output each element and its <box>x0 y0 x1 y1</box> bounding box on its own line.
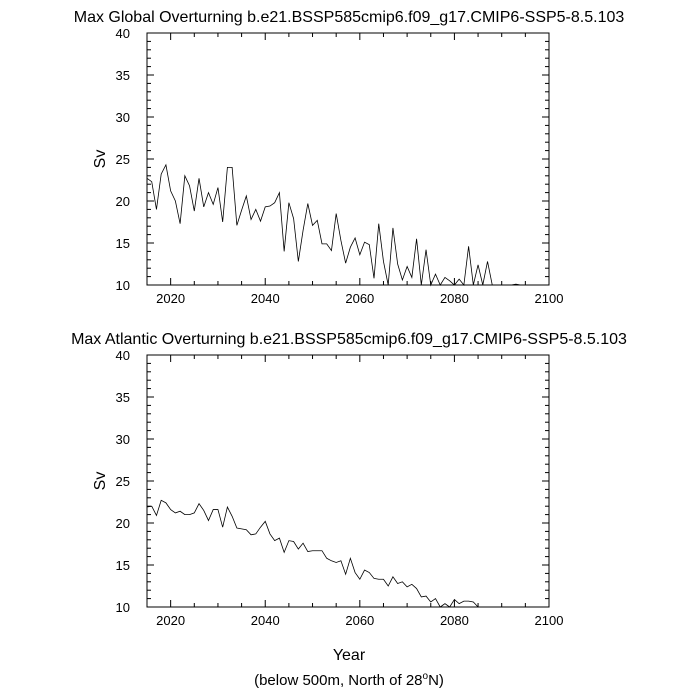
atlantic-x-tick-label: 2040 <box>251 613 280 628</box>
global-x-tick-label: 2060 <box>345 291 374 306</box>
global-tick-labels: 2020 2040 2060 2080 2100 10 15 20 25 30 35 40 <box>116 26 564 306</box>
atlantic-x-tick-label: 2100 <box>535 613 564 628</box>
atlantic-y-tick-label: 40 <box>116 348 130 363</box>
global-axis-ticks <box>146 32 550 286</box>
atlantic-y-tick-label: 35 <box>116 390 130 405</box>
global-y-tick-label: 40 <box>116 26 130 41</box>
global-y-tick-label: 25 <box>116 152 130 167</box>
global-y-tick-label: 15 <box>116 236 130 251</box>
footnote-degree: o <box>423 671 429 682</box>
atlantic-y-tick-label: 10 <box>116 600 130 615</box>
atlantic-chart-title: Max Atlantic Overturning b.e21.BSSP585cm… <box>71 331 627 348</box>
atlantic-x-tick-label: 2080 <box>440 613 469 628</box>
global-x-tick-label: 2100 <box>535 291 564 306</box>
atlantic-y-tick-label: 30 <box>116 432 130 447</box>
global-y-tick-label: 35 <box>116 68 130 83</box>
atlantic-x-axis-label: Year <box>333 647 366 664</box>
global-overturning-panel: Max Global Overturning b.e21.BSSP585cmip… <box>74 9 625 306</box>
atlantic-y-tick-label: 15 <box>116 558 130 573</box>
global-x-tick-label: 2040 <box>251 291 280 306</box>
global-chart-title: Max Global Overturning b.e21.BSSP585cmip… <box>74 9 625 26</box>
atlantic-axis-ticks <box>146 354 550 608</box>
atlantic-y-tick-label: 20 <box>116 516 130 531</box>
global-y-tick-label: 20 <box>116 194 130 209</box>
footnote-suffix: N) <box>428 672 444 689</box>
atlantic-tick-labels: 2020 2040 2060 2080 2100 10 15 20 25 30 35 40 <box>116 348 564 628</box>
footnote-prefix: (below 500m, North of 28 <box>254 672 422 689</box>
atlantic-y-tick-label: 25 <box>116 474 130 489</box>
atlantic-plot-frame <box>146 354 550 608</box>
global-plot-frame <box>146 32 550 286</box>
atlantic-overturning-panel: Max Atlantic Overturning b.e21.BSSP585cm… <box>71 331 627 664</box>
global-x-tick-label: 2080 <box>440 291 469 306</box>
atlantic-y-axis-label: Sv <box>92 472 109 491</box>
footnote: (below 500m, North of 28oN) <box>254 671 444 689</box>
global-y-tick-label: 10 <box>116 278 130 293</box>
global-y-tick-label: 30 <box>116 110 130 125</box>
global-x-tick-label: 2020 <box>156 291 185 306</box>
atlantic-x-tick-label: 2020 <box>156 613 185 628</box>
global-y-axis-label: Sv <box>92 150 109 169</box>
global-overturning-line <box>146 163 549 287</box>
atlantic-x-tick-label: 2060 <box>345 613 374 628</box>
atlantic-overturning-line <box>146 499 479 608</box>
